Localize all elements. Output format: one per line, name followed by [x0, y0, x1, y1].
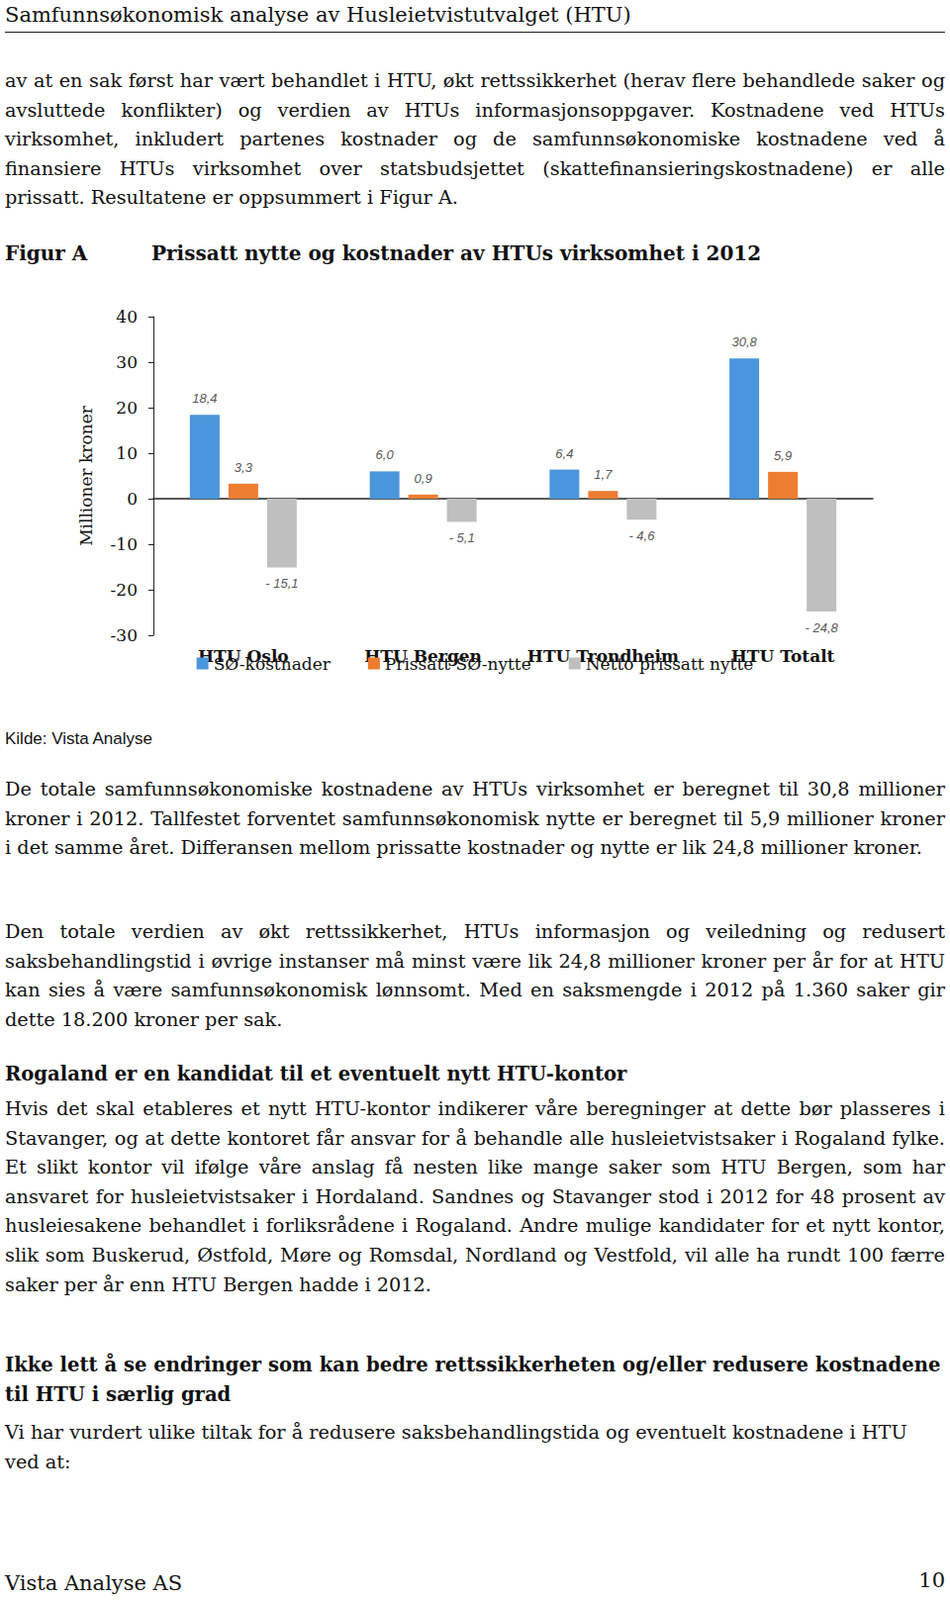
svg-text:30: 30	[115, 352, 138, 373]
svg-text:3,3: 3,3	[234, 460, 254, 475]
svg-text:0: 0	[126, 488, 138, 509]
html-text:Kilde: Vista Analyse: Kilde: Vista Analyse	[4, 729, 153, 749]
svg-text:- 5,1: - 5,1	[449, 530, 475, 546]
svg-text:6,0: 6,0	[376, 447, 395, 463]
html-text:Vista Analyse AS: Vista Analyse AS	[4, 1571, 183, 1596]
svg-text:Prissatt SØ-nytte: Prissatt SØ-nytte	[384, 654, 532, 674]
html-text:av at en sak først har vært be: av at en sak først har vært behandlet i …	[4, 69, 946, 210]
svg-text:- 24,8: - 24,8	[805, 620, 840, 636]
html-text:De totale samfunnsøkonomiske k: De totale samfunnsøkonomiske kostnadene …	[4, 777, 946, 860]
svg-text:-30: -30	[110, 625, 138, 646]
svg-text:SØ-kostnader: SØ-kostnader	[213, 654, 332, 674]
html-text:10: 10	[918, 1568, 946, 1593]
svg-text:Netto prissatt nytte: Netto prissatt nytte	[585, 654, 755, 674]
html-text:Hvis det skal etableres et nyt: Hvis det skal etableres et nytt HTU-kont…	[4, 1097, 946, 1296]
svg-text:40: 40	[115, 306, 138, 327]
html-text:Vi har vurdert ulike tiltak fo: Vi har vurdert ulike tiltak for å reduse…	[4, 1421, 908, 1474]
html-text:Samfunnsøkonomisk analyse av H: Samfunnsøkonomisk analyse av Husleietvis…	[4, 2, 631, 27]
svg-text:10: 10	[115, 443, 138, 464]
svg-text:-20: -20	[110, 579, 138, 600]
svg-text:5,9: 5,9	[773, 448, 792, 464]
html-text:Den totale verdien av økt rett: Den totale verdien av økt rettssikkerhet…	[4, 920, 946, 1031]
svg-text:20: 20	[115, 397, 138, 418]
html-text:Ikke lett å se endringer som k: Ikke lett å se endringer som kan bedre r…	[4, 1353, 941, 1406]
svg-text:- 15,1: - 15,1	[265, 575, 298, 591]
svg-text:18,4: 18,4	[191, 390, 217, 406]
svg-text:HTU Totalt: HTU Totalt	[731, 645, 835, 666]
html-text:Rogaland er en kandidat til et: Rogaland er en kandidat til et eventuelt…	[4, 1062, 627, 1086]
svg-text:- 4,6: - 4,6	[628, 528, 656, 544]
svg-text:Millioner kroner: Millioner kroner	[76, 404, 96, 547]
html-text:Figur A: Figur A	[4, 241, 88, 266]
html-text:Prissatt nytte og kostnader av: Prissatt nytte og kostnader av HTUs virk…	[151, 241, 762, 266]
svg-text:0,9: 0,9	[414, 471, 433, 486]
svg-text:1,7: 1,7	[593, 467, 613, 482]
svg-text:-10: -10	[110, 534, 138, 555]
svg-text:30,8: 30,8	[731, 334, 758, 350]
svg-text:6,4: 6,4	[555, 446, 573, 462]
